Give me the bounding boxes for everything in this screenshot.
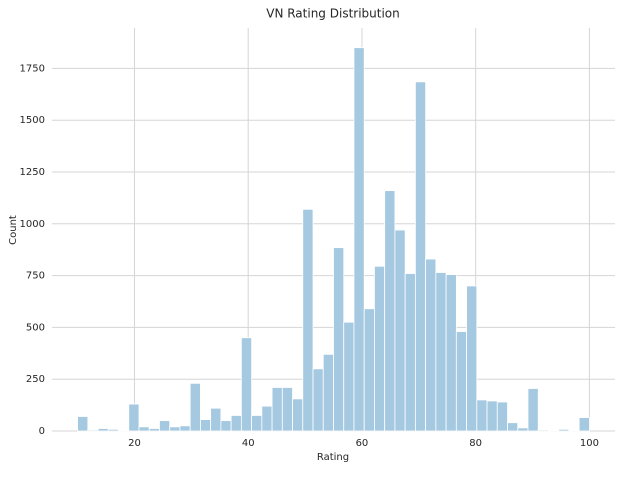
y-tick-label: 250 xyxy=(26,374,45,385)
y-axis-label: Count xyxy=(8,215,19,245)
bar xyxy=(426,259,436,431)
bar xyxy=(456,332,466,431)
bar xyxy=(477,400,487,431)
x-tick-label: 80 xyxy=(469,438,482,449)
bar xyxy=(354,48,364,431)
bar xyxy=(200,420,210,431)
bar xyxy=(344,322,354,431)
bar xyxy=(272,387,282,431)
bar xyxy=(313,369,323,431)
bar xyxy=(170,427,180,431)
bar xyxy=(149,429,159,431)
bar xyxy=(252,415,262,431)
bar xyxy=(282,387,292,431)
bar xyxy=(129,404,139,431)
bar xyxy=(364,309,374,431)
bar xyxy=(385,191,395,431)
x-tick-label: 20 xyxy=(128,438,141,449)
bar xyxy=(559,429,569,431)
bar xyxy=(508,423,518,431)
bar xyxy=(467,286,477,431)
bar xyxy=(190,383,200,431)
bar xyxy=(518,428,528,431)
bar xyxy=(405,274,415,431)
x-axis-label: Rating xyxy=(317,452,349,463)
bar xyxy=(303,209,313,431)
bar xyxy=(98,429,108,431)
bar xyxy=(231,415,241,431)
bar xyxy=(293,399,303,431)
x-tick-label: 100 xyxy=(580,438,599,449)
bar xyxy=(180,426,190,431)
bar xyxy=(323,354,333,431)
bar xyxy=(221,421,231,431)
y-tick-label: 1750 xyxy=(20,63,45,74)
y-tick-label: 1500 xyxy=(20,115,45,126)
bar xyxy=(241,338,251,431)
bar xyxy=(262,406,272,431)
chart-title: VN Rating Distribution xyxy=(266,7,400,21)
bar xyxy=(497,402,507,431)
y-tick-label: 0 xyxy=(39,426,45,437)
x-tick-label: 40 xyxy=(242,438,255,449)
bar xyxy=(415,82,425,431)
bar xyxy=(119,430,129,431)
bar xyxy=(139,427,149,431)
x-tick-label: 60 xyxy=(356,438,369,449)
y-tick-label: 1250 xyxy=(20,167,45,178)
bar xyxy=(538,430,548,431)
bar xyxy=(487,401,497,431)
y-tick-label: 1000 xyxy=(20,219,45,230)
bar xyxy=(88,430,98,431)
bar xyxy=(436,272,446,431)
bar xyxy=(446,275,456,431)
bar xyxy=(528,389,538,431)
bar xyxy=(159,421,169,431)
bar xyxy=(374,266,384,431)
bar xyxy=(211,408,221,431)
y-tick-label: 750 xyxy=(26,271,45,282)
bar xyxy=(334,248,344,431)
bar xyxy=(395,230,405,431)
bar xyxy=(78,416,88,431)
bar xyxy=(108,429,118,431)
y-tick-label: 500 xyxy=(26,322,45,333)
bar xyxy=(579,418,589,431)
